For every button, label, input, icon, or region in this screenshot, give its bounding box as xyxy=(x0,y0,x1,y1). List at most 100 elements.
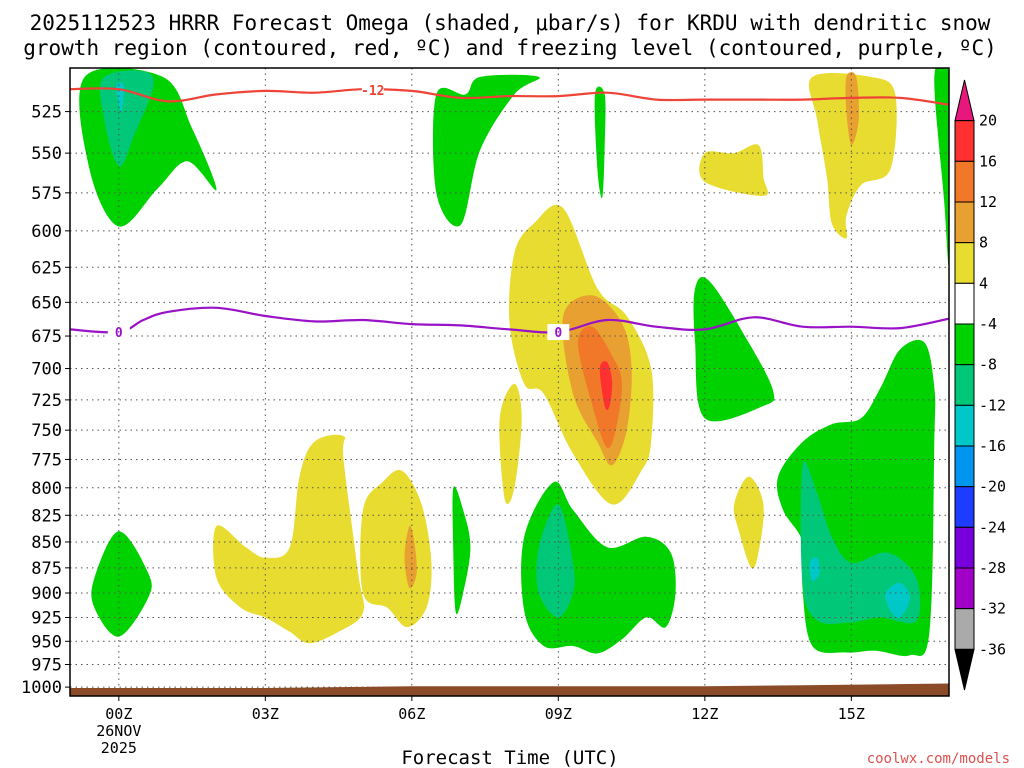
colorbar-label--16: -16 xyxy=(979,437,1006,455)
plot-background xyxy=(70,68,949,696)
omega-region-yellow-13z-lower xyxy=(733,476,764,569)
ytick-label-550: 550 xyxy=(31,144,62,164)
colorbar-box-13 xyxy=(954,608,975,650)
omega-region-green-lower-left xyxy=(91,531,152,637)
ytick-label-900: 900 xyxy=(31,584,62,604)
ytick-label-825: 825 xyxy=(31,506,62,526)
colorbar-label-20: 20 xyxy=(979,112,997,130)
contour-layer: -12 0 0 xyxy=(70,82,949,696)
colorbar-label-8: 8 xyxy=(979,234,988,252)
colorbar-label--32: -32 xyxy=(979,600,1006,618)
ytick-label-575: 575 xyxy=(31,184,62,204)
xtick-date: 26NOV xyxy=(96,722,141,740)
freezing-level-label-00z: 0 xyxy=(107,324,130,341)
dendritic-growth-label-text: -12 xyxy=(361,84,384,99)
ytick-label-625: 625 xyxy=(31,258,62,278)
dendritic-growth-label-bg xyxy=(361,82,384,99)
omega-region-cyan-15z-lower xyxy=(809,557,820,582)
colorbar-box-11 xyxy=(954,526,975,569)
omega-region-cyan-16z-lower xyxy=(885,582,910,619)
colorbar-box-1 xyxy=(954,120,975,162)
omega-region-orange-10z xyxy=(577,326,622,449)
colorbar-box-10 xyxy=(954,486,975,528)
colorbar-label-12: 12 xyxy=(979,193,997,211)
ytick-label-600: 600 xyxy=(31,222,62,242)
xtick-label-00Z: 00Z xyxy=(105,705,132,723)
xtick-label-03Z: 03Z xyxy=(252,705,279,723)
omega-region-green-right-edge xyxy=(934,68,949,265)
ytick-label-800: 800 xyxy=(31,479,62,499)
freezing-level-label-09z: 0 xyxy=(547,324,570,341)
ytick-label-525: 525 xyxy=(31,103,62,123)
grid-layer xyxy=(70,68,949,696)
title-line-1: 2025112523 HRRR Forecast Omega (shaded, … xyxy=(30,11,991,35)
omega-region-green-12z-mid xyxy=(693,277,775,422)
omega-region-green-sliver-10z xyxy=(594,86,606,199)
y-axis-ticks: 525 550 575 600 625 650 675 700 725 750 775 800 825 8… xyxy=(21,103,70,698)
colorbar-label--12: -12 xyxy=(979,396,1006,414)
ytick-label-875: 875 xyxy=(31,559,62,579)
title-line-2: growth region (contoured, red, ºC) and f… xyxy=(23,36,997,60)
omega-region-teal-15z-lower xyxy=(800,461,921,625)
colorbar: 20 16 12 8 4 -4 -8 -12 -16 -20 -24 -28 -32 -36 xyxy=(954,79,1006,691)
terrain-fill xyxy=(70,683,949,696)
colorbar-box-8 xyxy=(954,404,975,447)
omega-region-yellow-06z-lower xyxy=(360,470,432,628)
colorbar-top-arrow xyxy=(954,79,975,122)
ytick-label-775: 775 xyxy=(31,450,62,470)
freezing-level-label-09z-bg xyxy=(547,324,570,341)
ytick-label-1000: 1000 xyxy=(21,678,62,698)
colorbar-label--24: -24 xyxy=(979,518,1006,536)
colorbar-box-4 xyxy=(954,242,975,284)
omega-region-red-10z xyxy=(599,361,613,410)
colorbar-label--36: -36 xyxy=(979,640,1006,658)
colorbar-label--28: -28 xyxy=(979,559,1006,577)
freezing-level-label-00z-text: 0 xyxy=(115,326,123,341)
omega-region-yellow-08z-sliver xyxy=(499,383,522,505)
ytick-label-700: 700 xyxy=(31,360,62,380)
xtick-year: 2025 xyxy=(101,739,137,757)
freezing-level-contour xyxy=(70,306,949,334)
ytick-label-925: 925 xyxy=(31,608,62,628)
x-axis-label: Forecast Time (UTC) xyxy=(401,747,618,768)
xtick-label-06Z: 06Z xyxy=(398,705,425,723)
colorbar-box-2 xyxy=(954,160,975,203)
colorbar-label-16: 16 xyxy=(979,152,997,170)
ytick-label-750: 750 xyxy=(31,421,62,441)
colorbar-box-3 xyxy=(954,201,975,244)
xtick-label-15Z: 15Z xyxy=(838,705,865,723)
colorbar-label--4: -4 xyxy=(979,315,997,333)
ytick-label-950: 950 xyxy=(31,632,62,652)
ytick-label-650: 650 xyxy=(31,293,62,313)
ytick-label-850: 850 xyxy=(31,533,62,553)
omega-region-orange-06z-lower xyxy=(404,525,417,589)
colorbar-box-9 xyxy=(954,445,975,488)
ytick-label-675: 675 xyxy=(31,327,62,347)
omega-region-green-sliver-07z xyxy=(452,486,471,615)
xtick-label-09Z: 09Z xyxy=(545,705,572,723)
credit-text: coolwx.com/models xyxy=(867,751,1010,767)
colorbar-label-4: 4 xyxy=(979,274,988,292)
ytick-label-975: 975 xyxy=(31,655,62,675)
colorbar-label--20: -20 xyxy=(979,478,1006,496)
omega-region-yellow-15z-upper xyxy=(808,72,897,239)
colorbar-box-7 xyxy=(954,364,975,406)
omega-region-green-top-mid xyxy=(432,74,540,227)
xtick-label-12Z: 12Z xyxy=(691,705,718,723)
omega-region-teal-09z-lower xyxy=(536,504,575,618)
colorbar-label--8: -8 xyxy=(979,356,997,374)
dendritic-growth-label: -12 xyxy=(361,82,385,99)
freezing-level-label-09z-text: 0 xyxy=(554,326,562,341)
plot-frame xyxy=(69,67,950,697)
freezing-level-label-00z-bg xyxy=(107,324,130,341)
ytick-label-725: 725 xyxy=(31,391,62,411)
colorbar-bottom-arrow xyxy=(954,648,975,691)
omega-region-yellow-03z-lower xyxy=(213,434,365,644)
dendritic-growth-contour xyxy=(70,87,949,106)
colorbar-box-12 xyxy=(954,567,975,610)
colorbar-box-5 xyxy=(954,282,975,325)
colorbar-box-6 xyxy=(954,323,975,366)
omega-region-orange-15z-upper xyxy=(845,72,859,146)
